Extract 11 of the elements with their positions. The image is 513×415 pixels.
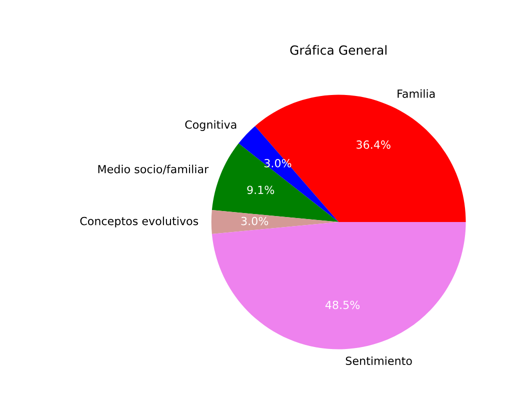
data-label: 48.5% [325,300,360,310]
chart-title: Gráfica General [290,44,386,55]
slice-label: Cognitiva [185,120,236,131]
slice-label: Sentimiento [346,356,412,366]
data-label: 36.4% [356,140,390,149]
slice-label: Conceptos evolutivos [80,216,198,228]
data-label: 3.0% [241,216,268,226]
slice-label: Familia [398,89,435,98]
pie-slice [211,210,339,234]
slice-label: Medio socio/familiar [98,164,209,174]
data-label: 9.1% [247,186,274,194]
